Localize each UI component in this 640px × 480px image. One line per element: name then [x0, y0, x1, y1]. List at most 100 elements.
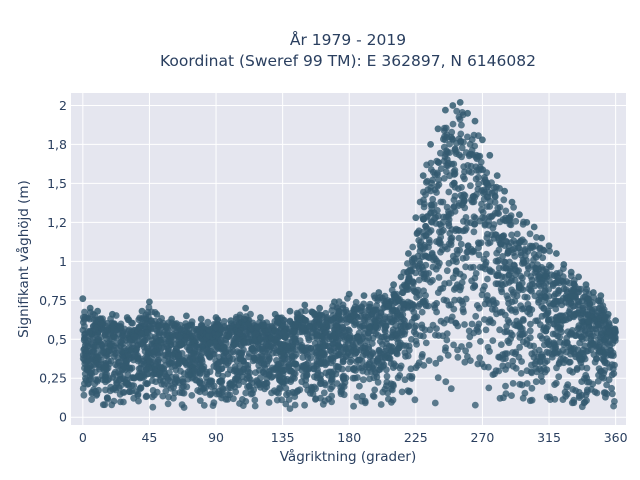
data-point	[569, 312, 577, 320]
data-point	[289, 359, 297, 366]
data-point	[457, 240, 465, 248]
data-point	[135, 324, 143, 332]
data-point	[230, 395, 237, 403]
data-point	[103, 394, 111, 402]
data-point	[565, 343, 573, 351]
y-tick-label: 1,8	[47, 137, 67, 152]
data-point	[353, 393, 361, 401]
data-point	[535, 272, 543, 279]
data-point	[166, 369, 173, 376]
data-point	[511, 306, 519, 313]
data-point	[609, 390, 616, 398]
data-point	[571, 344, 578, 352]
data-point	[472, 270, 480, 277]
data-point	[478, 200, 485, 208]
data-point	[291, 401, 299, 409]
data-point	[513, 230, 521, 238]
data-point	[475, 251, 483, 259]
data-point	[441, 243, 449, 251]
data-point	[189, 350, 197, 357]
data-point	[418, 308, 426, 316]
data-point	[429, 321, 437, 329]
data-point	[433, 299, 440, 307]
data-point	[406, 372, 413, 380]
data-point	[585, 317, 593, 325]
data-point	[536, 321, 544, 329]
data-point	[460, 196, 468, 204]
data-point	[466, 140, 474, 148]
data-point	[470, 198, 478, 206]
data-point	[470, 263, 477, 271]
data-point	[115, 384, 123, 392]
data-point	[559, 278, 567, 285]
data-point	[180, 383, 187, 390]
data-point	[471, 117, 479, 125]
data-point	[502, 390, 510, 397]
data-point	[474, 239, 482, 247]
y-tick-labels: 0 0,25 0,5 0,75 1 1,2 1,5 1,8 2	[39, 98, 67, 425]
data-point	[318, 349, 326, 357]
data-point	[434, 212, 442, 220]
data-point	[494, 258, 502, 265]
data-point	[338, 317, 345, 324]
data-point	[423, 161, 430, 169]
data-point	[475, 304, 483, 312]
data-point	[502, 207, 510, 215]
data-point	[513, 292, 521, 300]
data-point	[227, 349, 235, 356]
data-point	[500, 258, 508, 266]
data-point	[436, 240, 444, 248]
data-point	[460, 273, 467, 281]
data-point	[541, 297, 548, 304]
data-point	[252, 330, 260, 338]
data-point	[450, 196, 458, 204]
data-point	[142, 379, 150, 387]
data-point	[197, 315, 205, 323]
data-point	[585, 303, 593, 310]
data-point	[510, 249, 517, 257]
data-point	[449, 181, 456, 189]
data-point	[271, 336, 279, 344]
data-point	[354, 374, 361, 381]
data-point	[138, 335, 146, 343]
data-point	[504, 337, 512, 345]
data-point	[434, 125, 442, 133]
data-point	[427, 141, 434, 148]
data-point	[413, 341, 420, 348]
data-point	[313, 371, 321, 379]
data-point	[184, 371, 192, 379]
data-point	[565, 358, 573, 366]
data-point	[286, 318, 294, 325]
data-point	[532, 265, 540, 272]
data-point	[447, 237, 455, 245]
data-point	[549, 345, 557, 353]
data-point	[273, 357, 280, 364]
data-point	[265, 399, 273, 406]
data-point	[429, 168, 437, 176]
data-point	[422, 252, 430, 260]
data-point	[523, 380, 531, 387]
data-point	[138, 360, 145, 368]
data-point	[360, 292, 368, 299]
data-point	[578, 336, 586, 343]
data-point	[506, 258, 513, 266]
data-point	[259, 347, 267, 355]
data-point	[516, 343, 523, 351]
data-point	[545, 293, 553, 300]
data-point	[240, 315, 248, 323]
data-point	[516, 380, 524, 388]
data-point	[506, 264, 513, 272]
data-point	[265, 357, 272, 364]
data-point	[396, 364, 404, 372]
data-point	[412, 214, 420, 222]
data-point	[282, 384, 290, 392]
data-point	[515, 244, 523, 252]
data-point	[442, 378, 450, 386]
data-point	[456, 116, 464, 123]
data-point	[320, 389, 328, 397]
data-point	[393, 313, 401, 321]
data-point	[538, 312, 546, 320]
data-point	[192, 376, 200, 384]
data-point	[242, 361, 250, 369]
data-point	[333, 380, 341, 387]
